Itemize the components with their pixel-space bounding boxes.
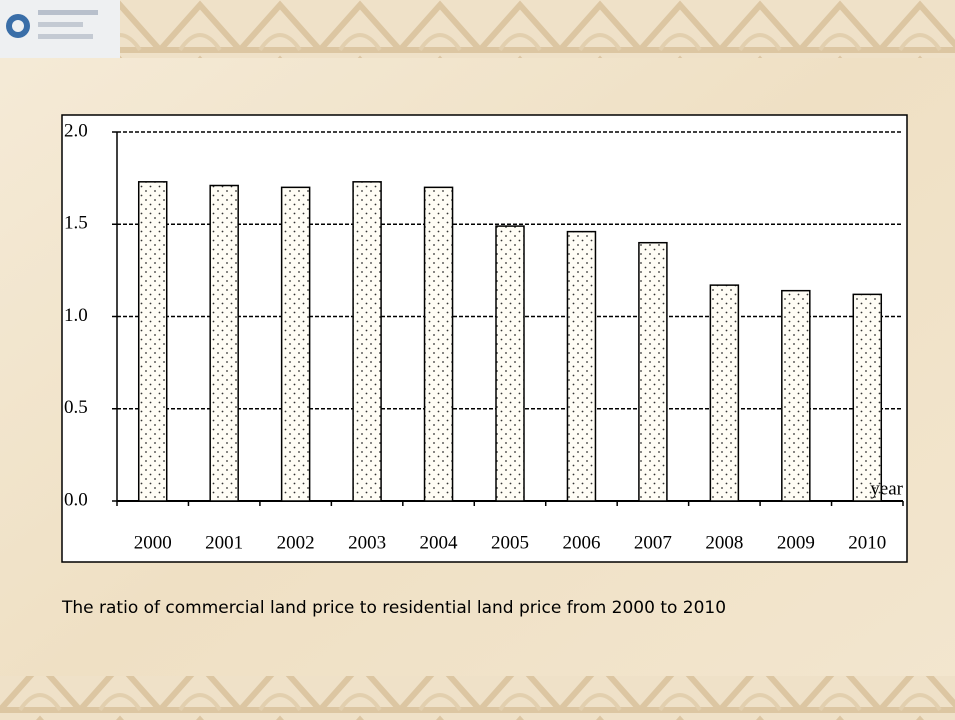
x-tick-label: 2010 — [848, 532, 886, 553]
y-tick-label: 2.0 — [64, 120, 88, 141]
x-tick-label: 2008 — [705, 532, 743, 553]
bar — [709, 284, 740, 502]
y-tick-label: 0.5 — [64, 397, 88, 418]
y-tick-label: 1.0 — [64, 305, 88, 326]
chart-frame — [61, 114, 908, 563]
x-tick-label: 2000 — [134, 532, 172, 553]
x-tick-label: 2004 — [420, 532, 459, 553]
bottom-border — [0, 676, 955, 720]
bar — [638, 241, 668, 502]
bar — [495, 225, 525, 502]
x-axis-label: year — [870, 478, 903, 499]
x-tick-label: 2001 — [205, 532, 243, 553]
bar — [280, 186, 311, 502]
bar — [137, 181, 168, 502]
x-tick-label: 2002 — [277, 532, 315, 553]
y-tick-label: 1.5 — [64, 213, 88, 234]
x-tick-label: 2003 — [348, 532, 386, 553]
x-tick-label: 2009 — [777, 532, 815, 553]
bar — [423, 186, 454, 502]
x-tick-label: 2006 — [562, 532, 600, 553]
bar — [566, 230, 597, 502]
bar — [352, 181, 382, 502]
caption: The ratio of commercial land price to re… — [61, 598, 726, 618]
bar — [781, 289, 811, 502]
top-border — [120, 0, 955, 58]
bar — [209, 184, 239, 502]
bar — [852, 293, 883, 502]
y-tick-label: 0.0 — [64, 489, 88, 510]
x-tick-label: 2005 — [491, 532, 529, 553]
x-tick-label: 2007 — [634, 532, 672, 553]
logo — [0, 0, 120, 58]
